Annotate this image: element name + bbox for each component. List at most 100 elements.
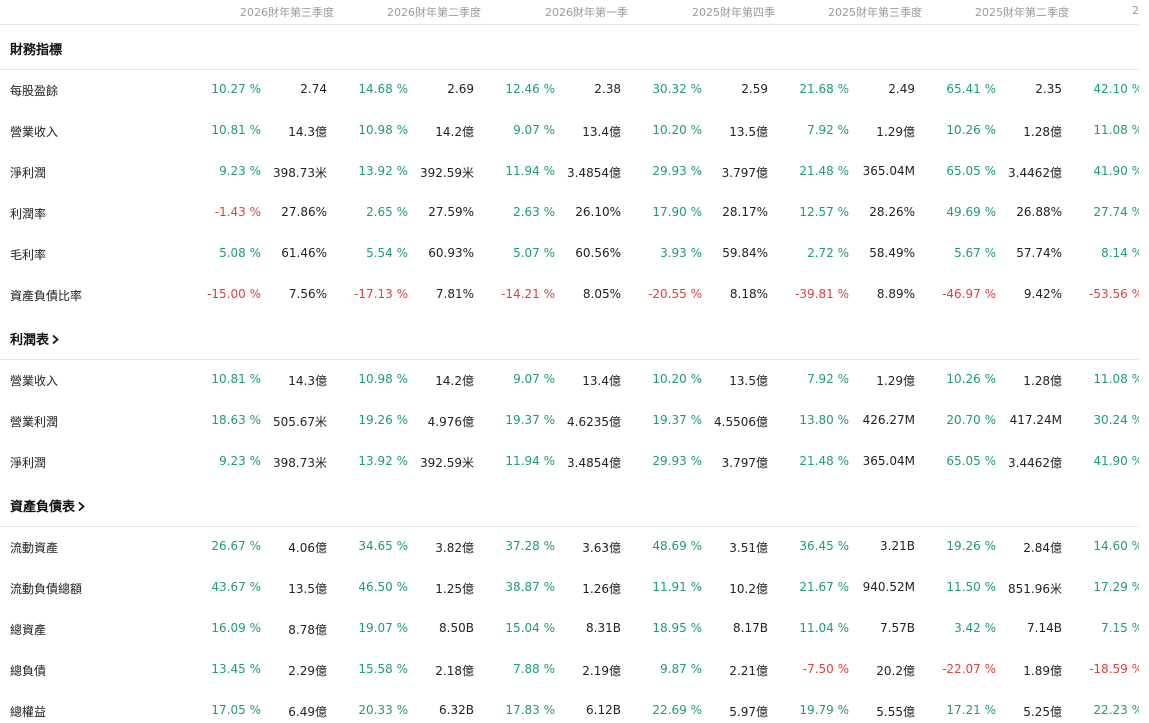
growth-percent: 15.58 % xyxy=(358,662,408,676)
metric-value: 1.26億 xyxy=(582,582,621,596)
metric-value: 398.73米 xyxy=(273,166,327,180)
growth-percent: 19.37 % xyxy=(505,413,555,427)
growth-percent: 5.08 % xyxy=(219,246,261,260)
table-row: 營業利潤 18.63 % 505.67米 19.26 % 4.976億 19.37 % 4.… xyxy=(0,400,1149,441)
table-row: 淨利潤 9.23 % 398.73米 13.92 % 392.59米 11.94 % 3.4… xyxy=(0,151,1149,192)
metric-value: 3.82億 xyxy=(435,541,474,555)
chevron-right-icon[interactable] xyxy=(75,500,86,515)
metric-value: 2.21億 xyxy=(729,664,768,678)
growth-percent: 13.45 % xyxy=(211,662,261,676)
metric-value: 7.81% xyxy=(435,287,474,301)
growth-percent: 22.69 % xyxy=(652,703,702,717)
metric-value: 2.35 xyxy=(1035,82,1062,96)
growth-percent: 14.60 % xyxy=(1093,539,1143,553)
column-header-0: 2026財年第三季度 xyxy=(240,6,334,19)
growth-percent: 10.20 % xyxy=(652,123,702,137)
growth-percent: 46.50 % xyxy=(358,580,408,594)
growth-percent: 12.57 % xyxy=(799,205,849,219)
growth-percent: 5.67 % xyxy=(954,246,996,260)
row-label: 營業收入 xyxy=(10,125,59,139)
metric-value: 1.28億 xyxy=(1023,125,1062,139)
metric-value: 3.51億 xyxy=(729,541,768,555)
row-label: 資產負債比率 xyxy=(10,289,83,303)
column-header-row: 2026財年第三季度 2026財年第二季度 2026財年第一季 2025財年第四季 20… xyxy=(0,0,1149,25)
metric-value: 392.59米 xyxy=(420,166,474,180)
metric-value: 8.05% xyxy=(582,287,621,301)
metric-value: 58.49% xyxy=(869,246,915,260)
table-row: 總資產 16.09 % 8.78億 19.07 % 8.50B 15.04 % 8.31B 1… xyxy=(0,608,1149,649)
metric-value: 2.59 xyxy=(741,82,768,96)
section-title-text: 利潤表 xyxy=(10,333,50,348)
growth-percent: -15.00 % xyxy=(207,287,261,301)
metric-value: 28.17% xyxy=(722,205,768,219)
growth-percent: 10.26 % xyxy=(946,372,996,386)
table-row: 營業收入 10.81 % 14.3億 10.98 % 14.2億 9.07 % 13.4億 1… xyxy=(0,110,1149,151)
metric-value: 505.67米 xyxy=(273,415,327,429)
table-row: 流動資產 26.67 % 4.06億 34.65 % 3.82億 37.28 % 3.63億… xyxy=(0,526,1149,567)
metric-value: 2.38 xyxy=(594,82,621,96)
metric-value: 9.42% xyxy=(1023,287,1062,301)
growth-percent: 10.20 % xyxy=(652,372,702,386)
growth-percent: 13.92 % xyxy=(358,454,408,468)
chevron-right-icon[interactable] xyxy=(49,333,60,348)
column-header-4: 2025財年第三季度 xyxy=(828,6,922,19)
growth-percent: 3.42 % xyxy=(954,621,996,635)
section-header-1[interactable]: 利潤表 xyxy=(0,316,1149,360)
metric-value: 13.4億 xyxy=(582,125,621,139)
growth-percent: 21.48 % xyxy=(799,454,849,468)
growth-percent: 11.91 % xyxy=(652,580,702,594)
growth-percent: 30.32 % xyxy=(652,82,702,96)
scroll-edge xyxy=(1139,0,1149,723)
metric-value: 2.29億 xyxy=(288,664,327,678)
table-row: 毛利率 5.08 % 61.46% 5.54 % 60.93% 5.07 % 60.56% 3… xyxy=(0,233,1149,274)
growth-percent: 7.92 % xyxy=(807,372,849,386)
metric-value: 10.2億 xyxy=(729,582,768,596)
metric-value: 3.797億 xyxy=(721,456,768,470)
growth-percent: 38.87 % xyxy=(505,580,555,594)
section-header-2[interactable]: 資產負債表 xyxy=(0,483,1149,527)
row-label: 總負債 xyxy=(10,664,47,678)
metric-value: 14.2億 xyxy=(435,125,474,139)
metric-value: 4.6235億 xyxy=(567,415,621,429)
table-row: 淨利潤 9.23 % 398.73米 13.92 % 392.59米 11.94 % 3.4… xyxy=(0,441,1149,482)
growth-percent: 18.63 % xyxy=(211,413,261,427)
metric-value: 1.29億 xyxy=(876,125,915,139)
growth-percent: 10.98 % xyxy=(358,372,408,386)
row-label: 淨利潤 xyxy=(10,456,47,470)
growth-percent: 12.46 % xyxy=(505,82,555,96)
section-title-text: 資產負債表 xyxy=(10,500,76,515)
growth-percent: 42.10 % xyxy=(1093,82,1143,96)
metric-value: 13.5億 xyxy=(288,582,327,596)
metric-value: 1.29億 xyxy=(876,374,915,388)
table-row: 營業收入 10.81 % 14.3億 10.98 % 14.2億 9.07 % 13.4億 1… xyxy=(0,359,1149,400)
section-title-text: 財務指標 xyxy=(10,43,63,58)
growth-percent: 17.83 % xyxy=(505,703,555,717)
metric-value: 14.3億 xyxy=(288,374,327,388)
metric-value: 1.89億 xyxy=(1023,664,1062,678)
row-label: 每股盈餘 xyxy=(10,84,59,98)
growth-percent: 10.81 % xyxy=(211,372,261,386)
growth-percent: 27.74 % xyxy=(1093,205,1143,219)
growth-percent: 9.07 % xyxy=(513,372,555,386)
metric-value: 2.74 xyxy=(300,82,327,96)
growth-percent: 2.65 % xyxy=(366,205,408,219)
growth-percent: 43.67 % xyxy=(211,580,261,594)
metric-value: 3.4854億 xyxy=(567,456,621,470)
growth-percent: 65.05 % xyxy=(946,164,996,178)
growth-percent: 29.93 % xyxy=(652,454,702,468)
growth-percent: 14.68 % xyxy=(358,82,408,96)
row-label: 流動負債總額 xyxy=(10,582,83,596)
metric-value: 8.78億 xyxy=(288,623,327,637)
growth-percent: 20.33 % xyxy=(358,703,408,717)
column-header-3: 2025財年第四季 xyxy=(692,6,775,19)
growth-percent: 15.04 % xyxy=(505,621,555,635)
metric-value: 851.96米 xyxy=(1008,582,1062,596)
metric-value: 60.93% xyxy=(428,246,474,260)
growth-percent: 29.93 % xyxy=(652,164,702,178)
metric-value: 392.59米 xyxy=(420,456,474,470)
growth-percent: 49.69 % xyxy=(946,205,996,219)
growth-percent: 17.29 % xyxy=(1093,580,1143,594)
growth-percent: 36.45 % xyxy=(799,539,849,553)
table-row: 總負債 13.45 % 2.29億 15.58 % 2.18億 7.88 % 2.19億 9.… xyxy=(0,649,1149,690)
